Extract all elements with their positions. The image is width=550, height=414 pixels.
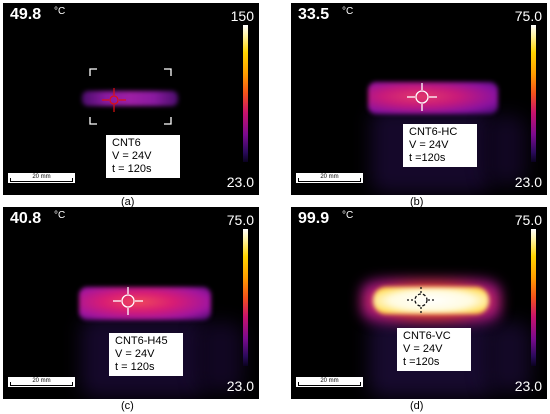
scale-bar: 20 mm	[296, 377, 363, 387]
sample-name: CNT6-HC	[409, 126, 458, 138]
background-fixture	[486, 322, 531, 392]
max-temperature: 99.9	[298, 210, 330, 227]
temperature-unit: °C	[342, 210, 354, 221]
background-fixture	[486, 115, 526, 185]
time: t =120s	[403, 356, 440, 368]
background-fixture	[198, 322, 243, 392]
spot-crosshair	[113, 287, 143, 315]
scale-bar: 20 mm	[8, 173, 75, 183]
scale-bar-label: 20 mm	[32, 378, 51, 384]
thermal-image-a: 49.8 °C 150 23.0 CNT6 V = 24V t = 120s 2…	[3, 3, 259, 195]
scale-max: 75.0	[514, 8, 542, 24]
sample-label: CNT6-H45 V = 24V t = 120s	[109, 333, 183, 376]
scale-bar: 20 mm	[296, 173, 363, 183]
measurement-overlay	[89, 68, 172, 125]
temperature-unit: °C	[54, 210, 66, 221]
measurement-overlay	[407, 287, 435, 313]
time: t = 120s	[115, 361, 155, 373]
thermal-image-b: 33.5 °C 75.0 23.0 CNT6-HC V = 24V t =120…	[291, 3, 547, 195]
sample-name: CNT6-H45	[115, 335, 168, 347]
caption-c: (c)	[121, 400, 134, 412]
scale-bar-label: 20 mm	[320, 378, 339, 384]
scale-min: 23.0	[514, 174, 542, 190]
max-temperature: 40.8	[10, 210, 42, 227]
voltage: V = 24V	[409, 139, 449, 151]
temperature-unit: °C	[342, 6, 354, 17]
scale-bar: 20 mm	[8, 377, 75, 387]
spot-crosshair	[407, 287, 435, 313]
sample-name: CNT6-VC	[403, 330, 451, 342]
scale-bar-label: 20 mm	[320, 174, 339, 180]
scale-bar-label: 20 mm	[32, 174, 51, 180]
scale-max: 75.0	[226, 212, 254, 228]
max-temperature: 49.8	[10, 6, 42, 23]
sample-label: CNT6-HC V = 24V t =120s	[403, 124, 477, 167]
spot-crosshair	[102, 88, 126, 112]
temperature-unit: °C	[54, 6, 66, 17]
heated-sample	[82, 91, 178, 106]
color-scale-bar	[531, 229, 536, 366]
heated-sample	[373, 287, 489, 314]
measurement-overlay	[407, 83, 437, 111]
measurement-overlay	[113, 287, 143, 315]
scale-min: 23.0	[514, 378, 542, 394]
sample-name: CNT6	[112, 137, 141, 149]
max-temperature: 33.5	[298, 6, 330, 23]
voltage: V = 24V	[112, 150, 152, 162]
caption-a: (a)	[121, 196, 135, 208]
thermal-image-d: 99.9 °C 75.0 23.0 CNT6-VC V = 24V t =120…	[291, 207, 547, 399]
thermal-image-c: 40.8 °C 75.0 23.0 CNT6-H45 V = 24V t = 1…	[3, 207, 259, 399]
time: t = 120s	[112, 163, 152, 175]
voltage: V = 24V	[403, 343, 443, 355]
caption-d: (d)	[410, 400, 424, 412]
voltage: V = 24V	[115, 348, 155, 360]
sample-label: CNT6-VC V = 24V t =120s	[397, 328, 471, 371]
roi-frame	[89, 68, 172, 125]
heated-sample	[79, 287, 211, 320]
time: t =120s	[409, 152, 446, 164]
color-scale-bar	[531, 25, 536, 162]
color-scale-bar	[243, 229, 248, 366]
color-scale-bar	[243, 25, 248, 162]
scale-min: 23.0	[226, 174, 254, 190]
scale-max: 150	[230, 8, 254, 24]
scale-min: 23.0	[226, 378, 254, 394]
caption-b: (b)	[410, 196, 424, 208]
sample-label: CNT6 V = 24V t = 120s	[106, 135, 180, 178]
heated-sample	[368, 82, 498, 114]
scale-max: 75.0	[514, 212, 542, 228]
spot-crosshair	[407, 83, 437, 111]
